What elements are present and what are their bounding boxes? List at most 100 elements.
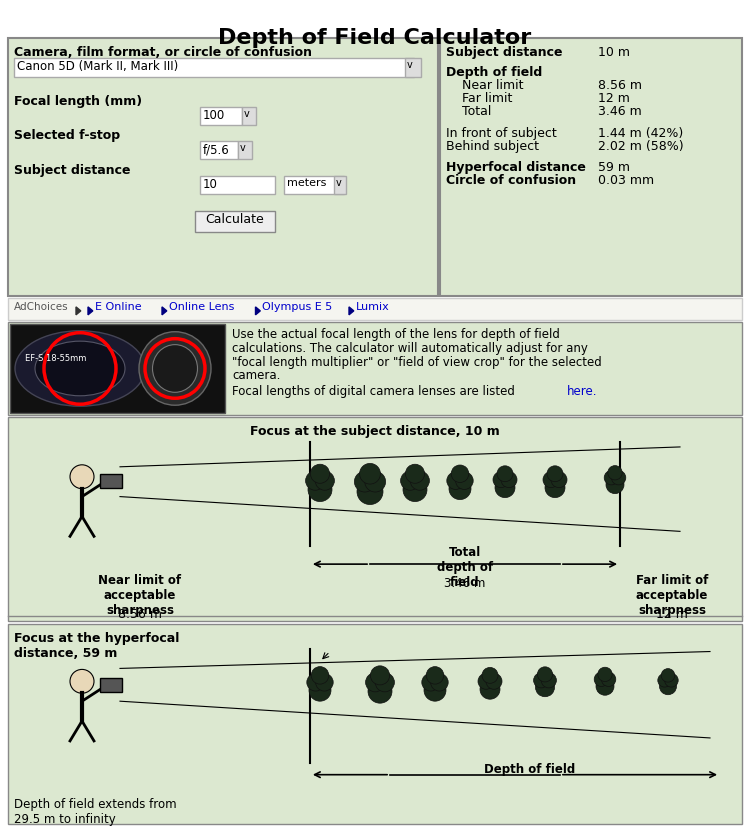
Circle shape	[497, 466, 513, 482]
Circle shape	[478, 673, 494, 689]
Polygon shape	[256, 307, 260, 314]
Text: 0.03 mm: 0.03 mm	[598, 174, 654, 187]
Circle shape	[495, 478, 515, 498]
FancyBboxPatch shape	[242, 107, 256, 125]
Text: Depth of field extends from
29.5 m to infinity: Depth of field extends from 29.5 m to in…	[14, 798, 177, 825]
Circle shape	[542, 673, 556, 688]
FancyBboxPatch shape	[200, 141, 238, 159]
Text: Calculate: Calculate	[206, 212, 264, 225]
Circle shape	[664, 674, 678, 687]
FancyBboxPatch shape	[100, 678, 122, 692]
Text: Far limit: Far limit	[462, 92, 512, 106]
FancyBboxPatch shape	[284, 176, 344, 194]
FancyBboxPatch shape	[8, 37, 438, 296]
Text: Behind subject: Behind subject	[446, 140, 539, 153]
Circle shape	[315, 471, 334, 490]
Circle shape	[596, 677, 614, 696]
Circle shape	[359, 463, 380, 484]
Circle shape	[480, 680, 500, 699]
Circle shape	[364, 472, 386, 492]
Circle shape	[455, 472, 473, 489]
Circle shape	[368, 680, 392, 703]
Circle shape	[430, 674, 448, 691]
Circle shape	[658, 674, 671, 687]
Circle shape	[482, 667, 498, 683]
FancyBboxPatch shape	[8, 322, 742, 415]
Circle shape	[501, 472, 517, 488]
Circle shape	[422, 674, 440, 691]
Circle shape	[602, 672, 616, 686]
Circle shape	[426, 666, 444, 684]
Text: AdChoices: AdChoices	[14, 302, 69, 312]
FancyBboxPatch shape	[14, 57, 414, 77]
Circle shape	[375, 673, 394, 692]
Circle shape	[410, 471, 430, 490]
Circle shape	[355, 472, 375, 492]
Circle shape	[538, 666, 553, 682]
Circle shape	[308, 478, 332, 502]
Circle shape	[449, 478, 471, 499]
FancyBboxPatch shape	[8, 417, 742, 621]
Ellipse shape	[15, 331, 145, 406]
Text: 8.56 m: 8.56 m	[118, 608, 162, 621]
Circle shape	[598, 667, 612, 681]
Ellipse shape	[152, 344, 197, 393]
Circle shape	[547, 466, 563, 482]
Circle shape	[452, 465, 469, 483]
Text: Camera, film format, or circle of confusion: Camera, film format, or circle of confus…	[14, 46, 312, 59]
Circle shape	[400, 471, 420, 490]
Circle shape	[533, 673, 549, 688]
Text: 100: 100	[203, 109, 225, 122]
Text: 10: 10	[203, 178, 217, 191]
Circle shape	[310, 464, 329, 483]
Text: camera.: camera.	[232, 369, 280, 383]
Circle shape	[662, 669, 675, 682]
Circle shape	[611, 471, 626, 485]
Text: Total
depth of
field: Total depth of field	[437, 547, 493, 589]
Text: 3.46 m: 3.46 m	[598, 106, 642, 118]
FancyBboxPatch shape	[8, 624, 742, 825]
Text: Total: Total	[462, 106, 491, 118]
Text: calculations. The calculator will automatically adjust for any: calculations. The calculator will automa…	[232, 342, 588, 354]
FancyBboxPatch shape	[195, 210, 275, 232]
Circle shape	[406, 464, 424, 483]
Circle shape	[316, 674, 333, 691]
Text: Circle of confusion: Circle of confusion	[446, 174, 576, 187]
Text: "focal length multiplier" or "field of view crop" for the selected: "focal length multiplier" or "field of v…	[232, 355, 602, 369]
Circle shape	[447, 472, 464, 489]
Text: 2.02 m (58%): 2.02 m (58%)	[598, 140, 684, 153]
Circle shape	[594, 672, 608, 686]
Text: 59 m: 59 m	[598, 161, 630, 174]
Text: Olympus E 5: Olympus E 5	[262, 302, 333, 312]
Text: 8.56 m: 8.56 m	[598, 79, 642, 92]
Circle shape	[309, 680, 331, 701]
Text: Focal length (mm): Focal length (mm)	[14, 96, 142, 108]
Ellipse shape	[35, 341, 125, 396]
Polygon shape	[162, 307, 166, 314]
Text: Depth of field: Depth of field	[446, 66, 542, 78]
Circle shape	[307, 674, 325, 691]
Text: 12 m: 12 m	[656, 608, 688, 621]
Text: v: v	[336, 178, 342, 188]
Text: 10 m: 10 m	[598, 46, 630, 59]
Text: E Online: E Online	[95, 302, 142, 312]
Text: here.: here.	[567, 385, 598, 399]
FancyBboxPatch shape	[238, 141, 252, 159]
Text: In front of subject: In front of subject	[446, 127, 556, 140]
FancyBboxPatch shape	[200, 176, 275, 194]
Circle shape	[305, 471, 325, 490]
Circle shape	[659, 678, 676, 695]
Circle shape	[70, 670, 94, 693]
Circle shape	[493, 472, 509, 488]
Text: Canon 5D (Mark II, Mark III): Canon 5D (Mark II, Mark III)	[17, 60, 178, 72]
Circle shape	[604, 471, 619, 485]
Text: Subject distance: Subject distance	[14, 164, 130, 177]
FancyBboxPatch shape	[334, 176, 346, 194]
Text: meters: meters	[287, 178, 326, 188]
FancyBboxPatch shape	[10, 324, 225, 414]
Text: v: v	[407, 60, 413, 70]
Circle shape	[486, 673, 502, 689]
Text: Depth of field: Depth of field	[484, 763, 576, 775]
FancyBboxPatch shape	[200, 107, 242, 125]
Text: Focal lengths of digital camera lenses are listed: Focal lengths of digital camera lenses a…	[232, 385, 519, 399]
